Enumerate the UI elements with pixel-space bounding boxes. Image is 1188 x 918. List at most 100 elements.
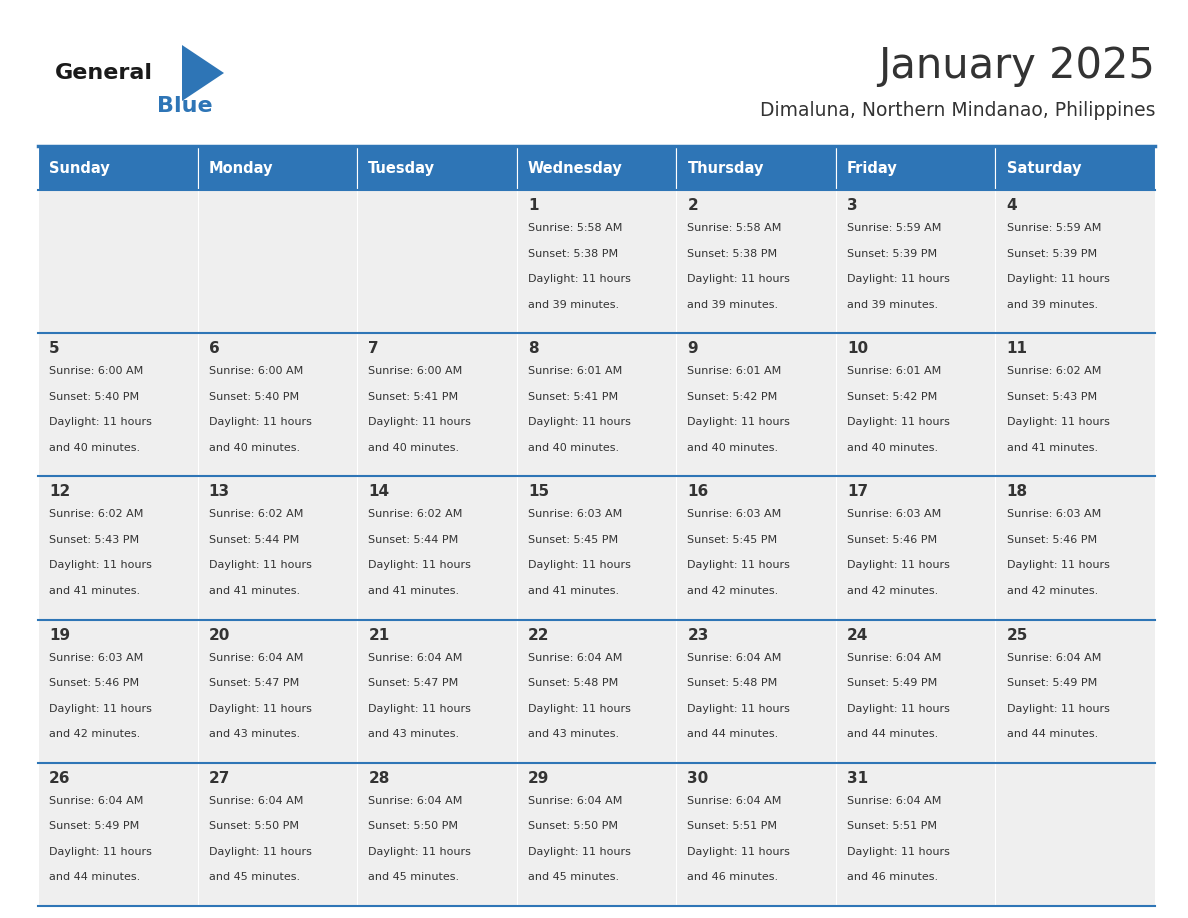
Text: Daylight: 11 hours: Daylight: 11 hours [1006,703,1110,713]
FancyBboxPatch shape [836,146,996,190]
Text: 26: 26 [49,771,70,786]
Text: Sunrise: 6:01 AM: Sunrise: 6:01 AM [847,366,941,376]
Text: Sunset: 5:38 PM: Sunset: 5:38 PM [527,249,618,259]
Text: 11: 11 [1006,341,1028,356]
Text: Sunset: 5:49 PM: Sunset: 5:49 PM [49,822,139,832]
Text: Sunset: 5:45 PM: Sunset: 5:45 PM [527,535,618,545]
Text: Sunset: 5:42 PM: Sunset: 5:42 PM [688,392,778,402]
Text: and 45 minutes.: and 45 minutes. [527,872,619,882]
Text: and 41 minutes.: and 41 minutes. [209,586,299,596]
Text: Sunset: 5:43 PM: Sunset: 5:43 PM [1006,392,1097,402]
FancyBboxPatch shape [197,146,358,190]
Text: Sunset: 5:40 PM: Sunset: 5:40 PM [209,392,299,402]
Text: Daylight: 11 hours: Daylight: 11 hours [688,703,790,713]
Text: Daylight: 11 hours: Daylight: 11 hours [209,703,311,713]
FancyBboxPatch shape [197,333,358,476]
Text: and 41 minutes.: and 41 minutes. [49,586,140,596]
FancyBboxPatch shape [517,763,676,906]
Text: Sunrise: 6:01 AM: Sunrise: 6:01 AM [527,366,623,376]
FancyBboxPatch shape [38,763,197,906]
Text: Daylight: 11 hours: Daylight: 11 hours [527,417,631,427]
Text: and 39 minutes.: and 39 minutes. [527,299,619,309]
FancyBboxPatch shape [38,476,197,620]
Text: Sunset: 5:39 PM: Sunset: 5:39 PM [847,249,937,259]
Text: Daylight: 11 hours: Daylight: 11 hours [688,417,790,427]
Text: 28: 28 [368,771,390,786]
Text: Sunset: 5:43 PM: Sunset: 5:43 PM [49,535,139,545]
Text: Daylight: 11 hours: Daylight: 11 hours [368,846,472,856]
FancyBboxPatch shape [38,190,197,333]
FancyBboxPatch shape [358,333,517,476]
FancyBboxPatch shape [38,146,197,190]
Text: Sunrise: 6:00 AM: Sunrise: 6:00 AM [368,366,462,376]
Text: 6: 6 [209,341,220,356]
Text: 19: 19 [49,628,70,643]
Text: and 41 minutes.: and 41 minutes. [1006,442,1098,453]
Text: 23: 23 [688,628,709,643]
Text: and 46 minutes.: and 46 minutes. [688,872,778,882]
Text: 7: 7 [368,341,379,356]
Text: 22: 22 [527,628,549,643]
Text: 17: 17 [847,485,868,499]
FancyBboxPatch shape [996,190,1155,333]
Text: Sunset: 5:46 PM: Sunset: 5:46 PM [49,678,139,688]
Text: 4: 4 [1006,198,1017,213]
FancyBboxPatch shape [676,333,836,476]
Text: Sunset: 5:49 PM: Sunset: 5:49 PM [847,678,937,688]
Text: Sunrise: 6:04 AM: Sunrise: 6:04 AM [368,653,462,663]
Text: Daylight: 11 hours: Daylight: 11 hours [527,560,631,570]
Text: Daylight: 11 hours: Daylight: 11 hours [368,560,472,570]
FancyBboxPatch shape [197,620,358,763]
FancyBboxPatch shape [996,763,1155,906]
Text: and 41 minutes.: and 41 minutes. [368,586,460,596]
Text: Sunrise: 6:04 AM: Sunrise: 6:04 AM [847,796,941,806]
Text: Daylight: 11 hours: Daylight: 11 hours [49,703,152,713]
Text: Daylight: 11 hours: Daylight: 11 hours [527,703,631,713]
Text: Sunset: 5:39 PM: Sunset: 5:39 PM [1006,249,1097,259]
Text: 15: 15 [527,485,549,499]
Text: Sunrise: 6:03 AM: Sunrise: 6:03 AM [1006,509,1101,520]
Text: 29: 29 [527,771,549,786]
Text: Sunrise: 6:04 AM: Sunrise: 6:04 AM [209,653,303,663]
FancyBboxPatch shape [358,190,517,333]
Text: and 40 minutes.: and 40 minutes. [527,442,619,453]
Polygon shape [182,45,225,101]
Text: 8: 8 [527,341,538,356]
Text: and 40 minutes.: and 40 minutes. [688,442,778,453]
Text: 1: 1 [527,198,538,213]
Text: Daylight: 11 hours: Daylight: 11 hours [847,846,950,856]
Text: Sunset: 5:49 PM: Sunset: 5:49 PM [1006,678,1097,688]
FancyBboxPatch shape [197,763,358,906]
Text: 13: 13 [209,485,229,499]
Text: Daylight: 11 hours: Daylight: 11 hours [1006,560,1110,570]
Text: Daylight: 11 hours: Daylight: 11 hours [847,560,950,570]
Text: Sunrise: 6:04 AM: Sunrise: 6:04 AM [527,653,623,663]
FancyBboxPatch shape [836,620,996,763]
FancyBboxPatch shape [676,476,836,620]
Text: Daylight: 11 hours: Daylight: 11 hours [209,560,311,570]
FancyBboxPatch shape [358,620,517,763]
Text: and 44 minutes.: and 44 minutes. [688,729,778,739]
Text: Wednesday: Wednesday [527,161,623,175]
FancyBboxPatch shape [836,476,996,620]
FancyBboxPatch shape [836,763,996,906]
Text: Monday: Monday [209,161,273,175]
Text: Daylight: 11 hours: Daylight: 11 hours [1006,274,1110,284]
Text: Sunset: 5:48 PM: Sunset: 5:48 PM [527,678,618,688]
FancyBboxPatch shape [836,333,996,476]
Text: Sunrise: 6:04 AM: Sunrise: 6:04 AM [49,796,144,806]
Text: Sunset: 5:47 PM: Sunset: 5:47 PM [368,678,459,688]
Text: 31: 31 [847,771,868,786]
Text: Tuesday: Tuesday [368,161,435,175]
Text: Daylight: 11 hours: Daylight: 11 hours [49,417,152,427]
Text: and 40 minutes.: and 40 minutes. [49,442,140,453]
Text: and 40 minutes.: and 40 minutes. [847,442,939,453]
Text: Sunrise: 6:02 AM: Sunrise: 6:02 AM [368,509,462,520]
Text: Sunrise: 6:04 AM: Sunrise: 6:04 AM [527,796,623,806]
Text: Sunset: 5:41 PM: Sunset: 5:41 PM [527,392,618,402]
Text: 12: 12 [49,485,70,499]
Text: 3: 3 [847,198,858,213]
Text: Sunset: 5:48 PM: Sunset: 5:48 PM [688,678,778,688]
Text: Sunrise: 6:00 AM: Sunrise: 6:00 AM [49,366,144,376]
Text: and 39 minutes.: and 39 minutes. [847,299,939,309]
